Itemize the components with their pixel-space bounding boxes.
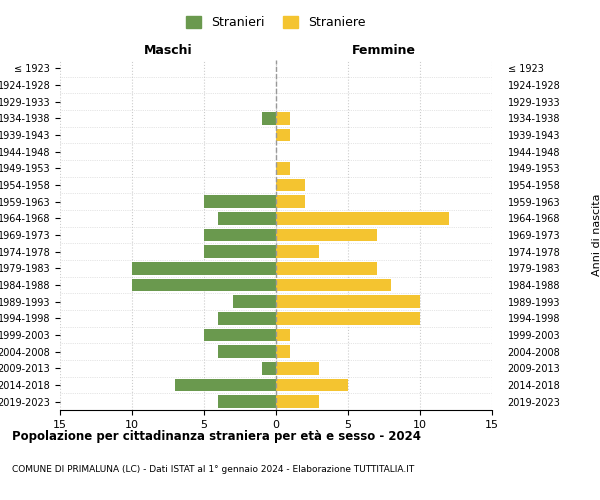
Bar <box>276 262 377 274</box>
Bar <box>276 362 319 374</box>
Bar <box>132 279 276 291</box>
Text: Anni di nascita: Anni di nascita <box>592 194 600 276</box>
Text: Femmine: Femmine <box>352 44 416 57</box>
Bar <box>276 112 290 124</box>
Bar <box>218 212 276 224</box>
Bar <box>204 246 276 258</box>
Bar <box>233 296 276 308</box>
Bar <box>175 379 276 391</box>
Bar <box>276 162 290 174</box>
Bar <box>276 246 319 258</box>
Bar <box>262 112 276 124</box>
Bar <box>262 362 276 374</box>
Legend: Stranieri, Straniere: Stranieri, Straniere <box>181 11 371 34</box>
Text: Popolazione per cittadinanza straniera per età e sesso - 2024: Popolazione per cittadinanza straniera p… <box>12 430 421 443</box>
Bar <box>276 212 449 224</box>
Bar <box>204 329 276 341</box>
Text: COMUNE DI PRIMALUNA (LC) - Dati ISTAT al 1° gennaio 2024 - Elaborazione TUTTITAL: COMUNE DI PRIMALUNA (LC) - Dati ISTAT al… <box>12 465 414 474</box>
Bar <box>276 179 305 192</box>
Bar <box>204 229 276 241</box>
Text: Maschi: Maschi <box>143 44 193 57</box>
Bar <box>276 279 391 291</box>
Bar <box>276 379 348 391</box>
Bar <box>276 346 290 358</box>
Bar <box>204 196 276 208</box>
Bar <box>276 129 290 141</box>
Bar <box>218 312 276 324</box>
Bar <box>218 396 276 408</box>
Bar <box>276 329 290 341</box>
Bar <box>276 229 377 241</box>
Bar <box>218 346 276 358</box>
Bar <box>276 196 305 208</box>
Bar <box>132 262 276 274</box>
Bar <box>276 312 420 324</box>
Bar <box>276 396 319 408</box>
Bar <box>276 296 420 308</box>
